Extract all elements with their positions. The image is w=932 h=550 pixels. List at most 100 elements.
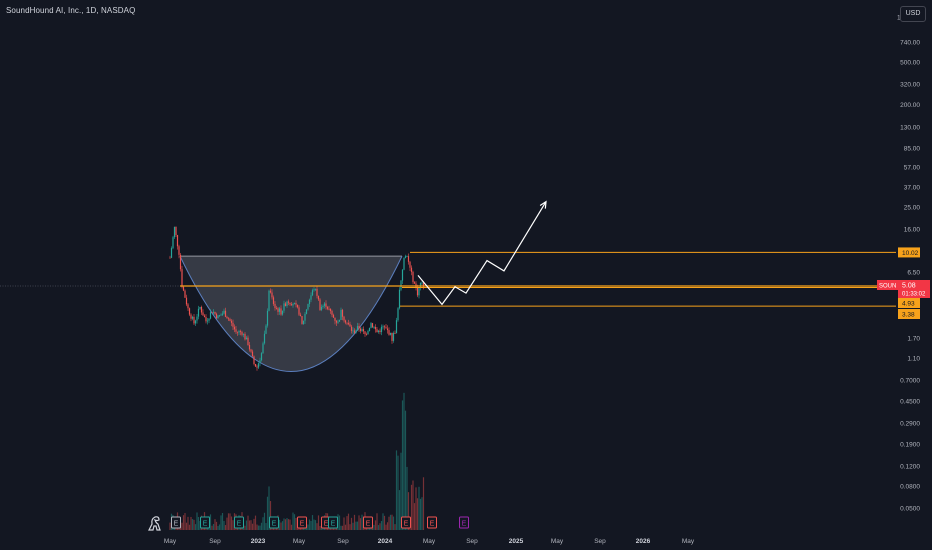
earnings-marker-box (401, 516, 411, 529)
candle-body (313, 289, 315, 291)
candle-body (329, 308, 332, 311)
candle-body (265, 325, 267, 334)
volume-bar (217, 525, 219, 530)
earnings-marker-letter: E (272, 521, 277, 528)
volume-bar (229, 513, 231, 530)
earnings-marker-box (363, 516, 373, 529)
volume-bar (259, 525, 261, 530)
earnings-marker-letter: E (324, 521, 329, 528)
volume-bar (266, 496, 269, 530)
earnings-marker[interactable]: E (401, 516, 411, 529)
candle-body (304, 313, 306, 321)
candle-body (302, 320, 305, 324)
volume-bar (257, 525, 260, 530)
volume-bar (214, 519, 216, 530)
candle-body (374, 327, 377, 330)
candle-body (221, 313, 224, 315)
volume-bar (400, 452, 402, 530)
earnings-marker-letter: E (366, 521, 371, 528)
earnings-marker[interactable]: E (328, 516, 338, 529)
level-tag-label: 10.02 (902, 250, 919, 257)
candle-body (176, 235, 179, 247)
volume-bar (350, 517, 353, 530)
volume-bar (268, 486, 270, 530)
volume-bar (373, 524, 375, 530)
candle-body (238, 331, 240, 333)
candle-body (296, 304, 299, 308)
dino-logo-icon (148, 516, 161, 531)
currency-button[interactable]: USD (900, 6, 926, 22)
candle-body (388, 330, 390, 335)
earnings-marker-box (328, 516, 338, 529)
earnings-marker[interactable]: E (363, 516, 373, 529)
candle-body (250, 349, 252, 352)
earnings-marker-box (200, 516, 210, 529)
candle-body (305, 309, 308, 314)
candle-body (404, 256, 407, 258)
price-tick-label: 16.00 (904, 227, 921, 234)
price-tick-label: 320.00 (900, 82, 920, 89)
level-tag-label: 4.93 (902, 301, 915, 308)
volume-bar (397, 455, 399, 530)
earnings-marker[interactable]: E (427, 516, 437, 529)
volume-bar (341, 525, 344, 530)
candle-body (365, 334, 368, 335)
candle-body (287, 301, 290, 303)
candle-body (194, 320, 197, 324)
candle-body (332, 314, 335, 318)
earnings-marker[interactable]: E (269, 516, 279, 529)
candle-body (253, 356, 255, 364)
candle-body (406, 256, 408, 257)
price-tick-label: 740.00 (900, 40, 920, 47)
time-tick-label: 2025 (509, 538, 524, 545)
candle-body (220, 314, 222, 316)
earnings-marker[interactable]: E (171, 516, 181, 529)
time-axis[interactable]: May Sep 2023 May Sep 2024 May Sep 2025 May Sep 2026… (164, 538, 695, 545)
projection-arrow[interactable] (417, 200, 547, 306)
candle-body (391, 332, 393, 341)
cup-outline (179, 255, 403, 372)
cup-pattern-drawing[interactable] (179, 255, 403, 372)
earnings-marker-letter: E (404, 521, 409, 528)
volume-bar (215, 521, 218, 530)
time-tick-label: May (682, 538, 695, 545)
candle-body (395, 320, 398, 334)
candle-body (356, 326, 359, 331)
candle-body (389, 332, 392, 335)
candle-body (263, 333, 266, 344)
candle-body (350, 326, 353, 331)
volume-bar (316, 523, 318, 530)
volume-bar (317, 515, 320, 530)
volume-bar (287, 519, 290, 530)
candle-body (184, 290, 186, 298)
volume-bar (377, 525, 380, 530)
earnings-marker[interactable]: E (234, 516, 244, 529)
horizontal-levels[interactable]: 10.02 4.93 3.38 SOUN 5.08 01:33:02 (0, 247, 930, 319)
candle-body (299, 314, 302, 316)
earnings-marker[interactable]: E (200, 516, 210, 529)
volume-bar (410, 484, 413, 530)
last-price-countdown: 01:33:02 (902, 292, 926, 298)
price-axis[interactable]: 1100.00740.00500.00320.00200.00130.0085.… (897, 15, 920, 513)
candle-body (317, 295, 320, 300)
volume-bar (407, 492, 410, 530)
volume-bar (376, 513, 378, 530)
candle-body (211, 312, 213, 313)
volume-bar (310, 520, 312, 530)
volume-bar (196, 512, 198, 530)
volume-bar (391, 514, 393, 530)
earnings-marker[interactable]: E (459, 516, 469, 529)
price-tick-label: 0.7000 (900, 378, 920, 385)
candle-body (419, 282, 422, 288)
volume-bar (194, 524, 197, 530)
price-tick-label: 130.00 (900, 125, 920, 132)
earnings-marker[interactable]: E (297, 516, 307, 529)
price-tick-label: 0.1200 (900, 464, 920, 471)
candle-body (268, 290, 270, 311)
volume-bar (314, 520, 317, 530)
time-tick-label: May (293, 538, 306, 545)
volume-bar (412, 480, 414, 530)
candlestick-series (169, 226, 425, 371)
